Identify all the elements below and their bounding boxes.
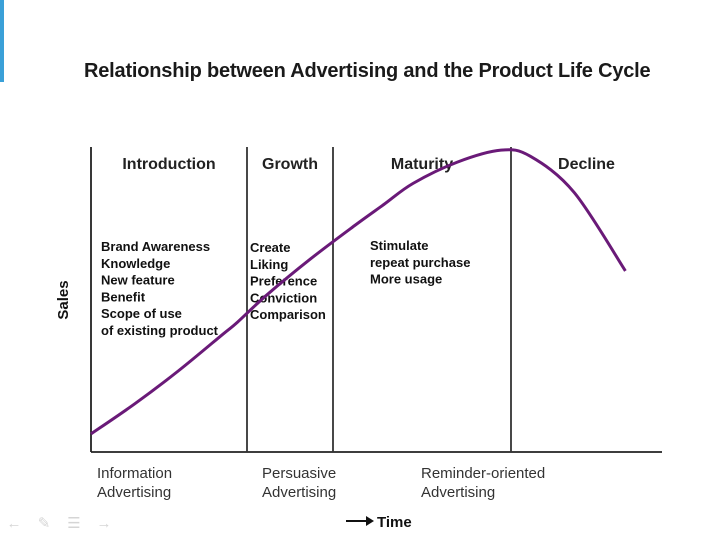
arrow-right-icon[interactable]: → (96, 514, 112, 532)
x-axis-arrow (346, 516, 374, 526)
stage-label: Growth (262, 156, 318, 173)
page-title: Relationship between Advertising and the… (84, 60, 651, 82)
objective-line: Brand Awareness (101, 239, 210, 254)
advertising-type-label: Information (97, 465, 172, 482)
slide-accent-bar (0, 0, 4, 82)
advertising-type-label: Advertising (262, 484, 336, 501)
objective-line: repeat purchase (370, 255, 470, 270)
sales-curve (90, 148, 627, 436)
stage-label: Maturity (391, 156, 453, 173)
arrow-left-icon[interactable]: ← (6, 514, 22, 532)
objective-line: Stimulate (370, 238, 429, 253)
objective-line: Benefit (101, 289, 146, 304)
pen-icon[interactable]: ✎ (37, 515, 51, 532)
advertising-type-label: Advertising (421, 484, 495, 501)
objective-line: Scope of use (101, 306, 182, 321)
objective-line: New feature (101, 273, 175, 288)
advertising-type-label: Reminder-oriented (421, 465, 545, 482)
y-axis-label: Sales (55, 280, 72, 319)
objective-line: Liking (250, 257, 288, 272)
advertising-type-label: Advertising (97, 484, 171, 501)
objective-line: More usage (370, 272, 442, 287)
objective-line: Conviction (250, 290, 317, 305)
objective-line: Create (250, 240, 290, 255)
advertising-type-label: Persuasive (262, 465, 336, 482)
stage-label: Decline (558, 156, 615, 173)
menu-icon[interactable]: ☰ (67, 515, 81, 532)
slide-nav-bar: ← ✎ ☰ → (4, 512, 114, 534)
objective-line: Comparison (250, 307, 326, 322)
objective-line: Knowledge (101, 256, 170, 271)
stage-label: Introduction (122, 156, 215, 173)
x-axis-label: Time (377, 514, 412, 531)
objective-line: of existing product (101, 323, 219, 338)
